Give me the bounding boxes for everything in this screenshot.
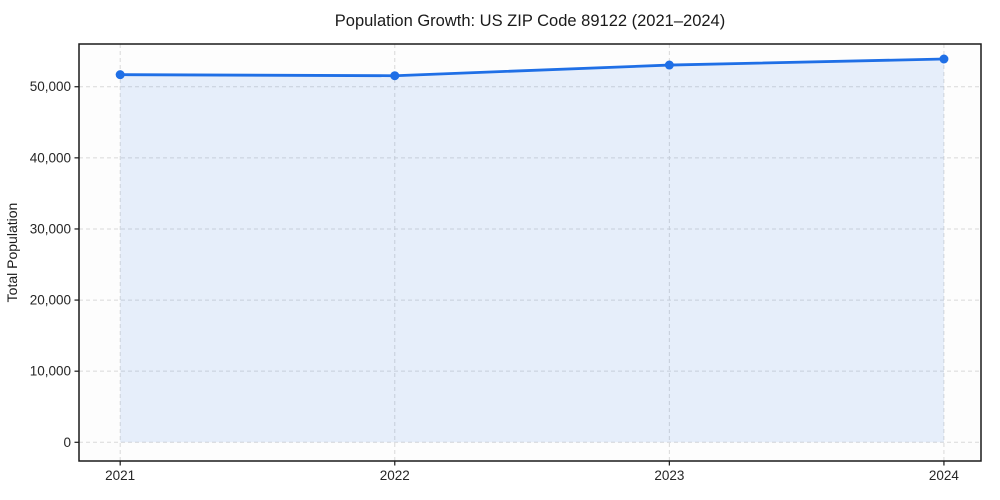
area-fill-layer xyxy=(120,59,944,443)
data-point-2021 xyxy=(115,70,125,80)
y-tick-label: 10,000 xyxy=(30,364,71,379)
trend-line-layer xyxy=(118,57,946,78)
trend-line xyxy=(118,57,946,78)
chart-title: Population Growth: US ZIP Code 89122 (20… xyxy=(335,12,725,30)
y-tick-label: 50,000 xyxy=(30,79,71,94)
data-point-2024 xyxy=(939,54,949,64)
gridlines xyxy=(79,44,981,461)
x-tick-label: 2024 xyxy=(929,468,960,483)
y-tick-label: 0 xyxy=(63,435,71,450)
y-tick-label: 40,000 xyxy=(30,150,71,165)
axis-tick-labels: 0 10,000 20,000 30,000 40,000 50,000 2021 2022 2… xyxy=(30,79,960,483)
x-tick-label: 2023 xyxy=(654,468,684,483)
area-fill xyxy=(120,59,944,443)
data-points-layer xyxy=(115,54,949,81)
x-tick-label: 2022 xyxy=(380,468,410,483)
y-axis-label: Total Population xyxy=(4,203,20,303)
y-tick-label: 20,000 xyxy=(30,293,71,308)
plot-border xyxy=(78,43,982,462)
data-point-2023 xyxy=(664,60,674,70)
y-tick-label: 30,000 xyxy=(30,221,71,236)
plot-area xyxy=(79,44,981,461)
data-point-2022 xyxy=(390,71,400,81)
x-tick-label: 2021 xyxy=(105,468,135,483)
